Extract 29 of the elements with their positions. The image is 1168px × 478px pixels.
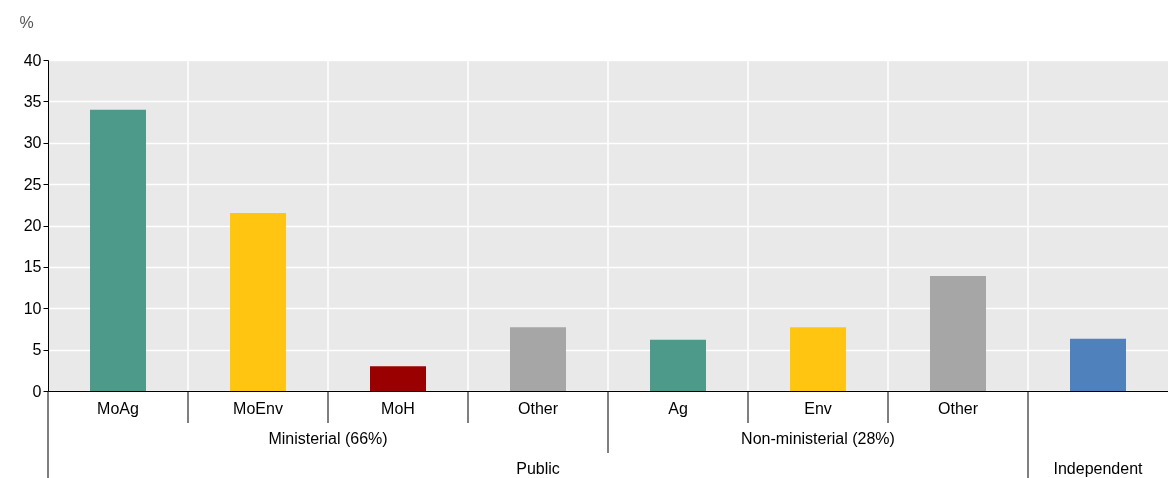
x-tick-label: Env [804,400,832,417]
bar [930,275,986,391]
bar [790,327,846,391]
y-tick-label: 25 [23,175,42,193]
x-tick-label: MoEnv [233,400,283,417]
y-tick-label: 30 [23,134,42,152]
x-tick-label: MoAg [97,400,139,417]
bar [370,366,426,391]
y-tick-label: 0 [32,382,42,400]
y-tick-label: 40 [23,51,42,69]
y-tick-label: 15 [23,258,42,276]
text: Independent [1053,460,1144,477]
y-tick-label: 5 [32,341,42,359]
bar [510,327,566,391]
text: Public [516,460,560,477]
text: Ministerial (66%) [268,430,388,447]
y-tick-label: 20 [23,217,42,234]
x-tick-label: Other [937,400,979,417]
y-axis-title: % [19,13,34,31]
text: Non-ministerial (28%) [741,430,895,447]
bar [1070,338,1126,391]
x-tick-label: Other [517,400,559,417]
bar [650,339,706,391]
y-tick-label: 10 [23,299,42,317]
x-tick-label: Ag [668,400,688,417]
y-tick-label: 35 [23,92,42,110]
bar [230,213,286,391]
bar [90,109,146,391]
x-tick-label: MoH [381,400,415,417]
